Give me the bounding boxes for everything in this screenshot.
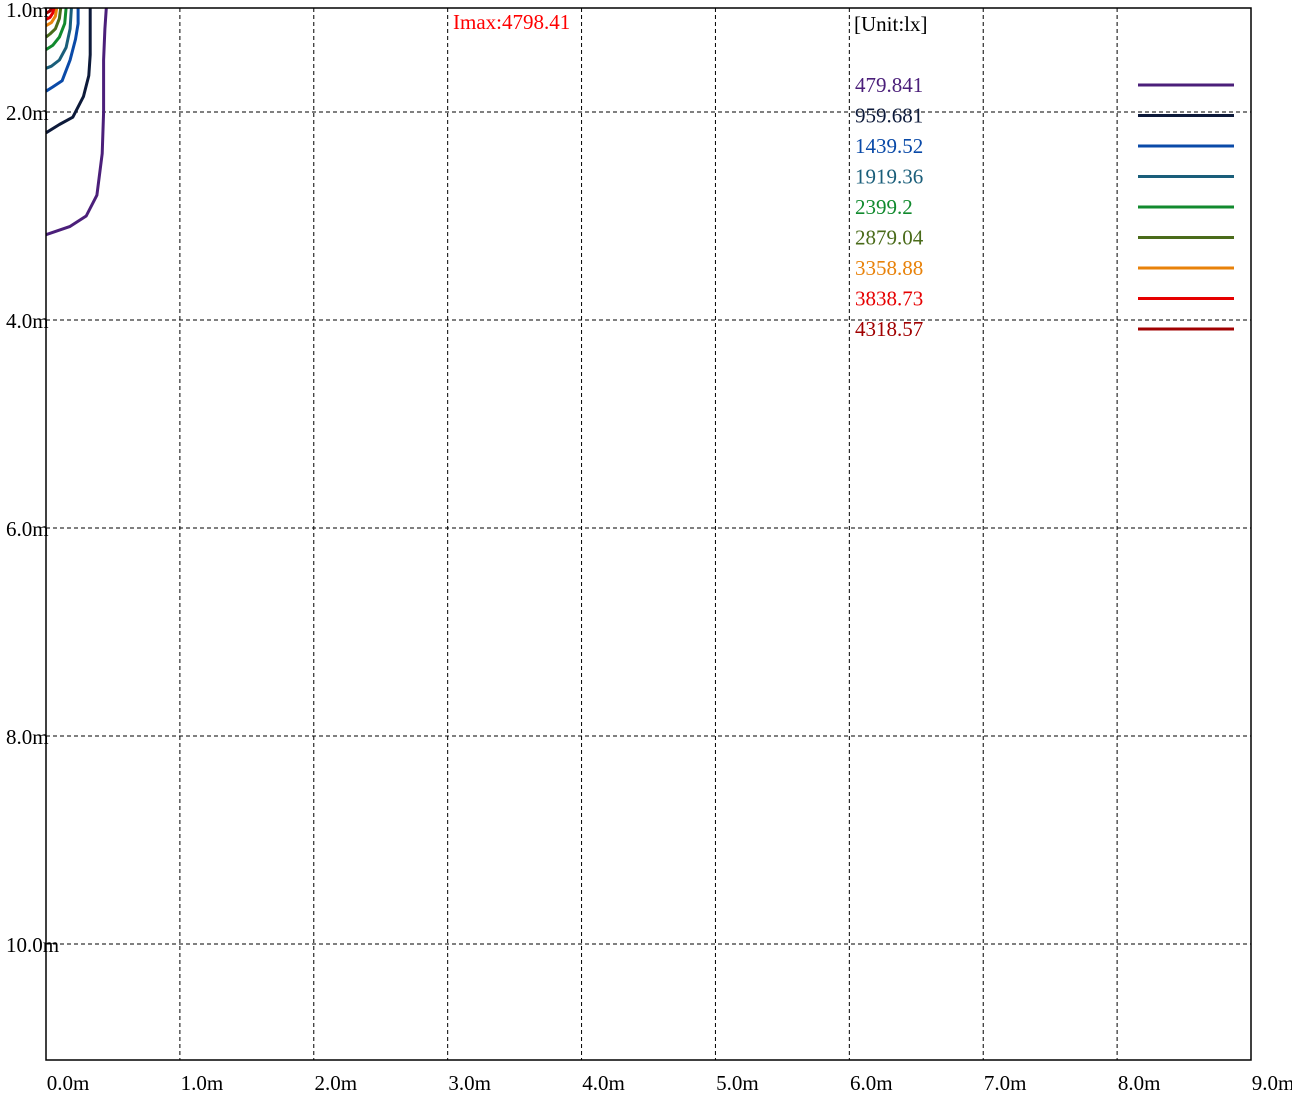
- y-tick-label: 10.0m: [6, 933, 59, 957]
- contour-line: [45, 7, 73, 70]
- axis-tick-labels: 0.0m 1.0m 2.0m 3.0m 4.0m 5.0m 6.0m 7.0m 8.0m 9.0m…: [6, 0, 1292, 1095]
- contour-line: [45, 7, 68, 51]
- contour-legend: 479.841 959.681 1439.52 1919.36 2399.2 2879.0…: [855, 73, 1234, 341]
- contour-line: [45, 7, 108, 237]
- grid-lines: [46, 8, 1251, 1060]
- x-tick-label: 5.0m: [716, 1071, 759, 1095]
- legend-value: 3838.73: [855, 287, 923, 311]
- plot-frame: [45, 7, 1252, 1061]
- legend-value: 4318.57: [855, 317, 923, 341]
- unit-label: [Unit:lx]: [854, 12, 928, 36]
- legend-value: 2879.04: [855, 226, 924, 250]
- x-tick-label: 2.0m: [314, 1071, 357, 1095]
- contour-lines: [45, 7, 108, 237]
- y-tick-label: 4.0m: [6, 309, 49, 333]
- max-illuminance-label: Imax:4798.41: [453, 10, 570, 34]
- x-tick-label: 1.0m: [181, 1071, 224, 1095]
- y-tick-label: 2.0m: [6, 101, 49, 125]
- x-tick-label: 8.0m: [1118, 1071, 1161, 1095]
- legend-value: 959.681: [855, 104, 923, 128]
- x-tick-label: 9.0m: [1252, 1071, 1292, 1095]
- y-tick-label: 8.0m: [6, 725, 49, 749]
- legend-value: 1439.52: [855, 134, 923, 158]
- y-tick-label: 1.0m: [6, 0, 49, 22]
- contour-line: [45, 7, 59, 28]
- x-tick-label: 4.0m: [582, 1071, 625, 1095]
- contour-line: [45, 8, 80, 93]
- x-tick-label: 3.0m: [448, 1071, 491, 1095]
- contour-line: [45, 7, 63, 39]
- legend-value: 479.841: [855, 73, 923, 97]
- x-tick-label: 0.0m: [47, 1071, 90, 1095]
- legend-value: 1919.36: [855, 165, 923, 189]
- legend-value: 2399.2: [855, 195, 913, 219]
- contour-line: [45, 7, 53, 15]
- y-tick-label: 6.0m: [6, 517, 49, 541]
- legend-value: 3358.88: [855, 256, 923, 280]
- contour-line: [45, 7, 56, 21]
- contour-line: [45, 8, 92, 135]
- x-tick-label: 7.0m: [984, 1071, 1027, 1095]
- x-tick-label: 6.0m: [850, 1071, 893, 1095]
